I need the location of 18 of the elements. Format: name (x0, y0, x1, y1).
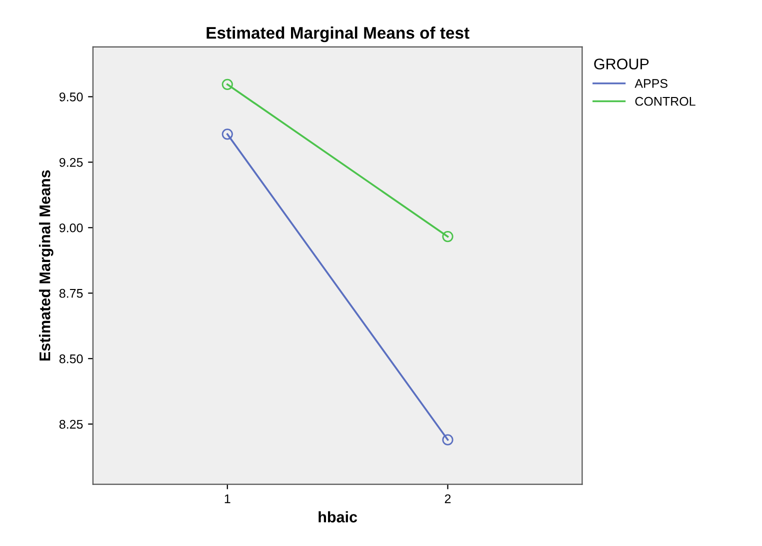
y-tick-label: 8.50 (59, 354, 83, 364)
x-axis-title: hbaic (318, 511, 358, 522)
y-tick-label: 9.00 (60, 223, 83, 232)
y-tick-label: 9.25 (60, 158, 83, 167)
legend-title: GROUP (594, 58, 649, 70)
x-tick-label: 2 (444, 494, 451, 504)
legend-label: CONTROL (635, 96, 696, 106)
legend-label: APPS (634, 79, 668, 88)
chart-title: Estimated Marginal Means of test (206, 26, 470, 42)
y-tick-label: 8.75 (59, 288, 83, 298)
y-tick-label: 9.50 (60, 92, 83, 102)
x-tick-label: 1 (224, 494, 230, 504)
y-tick-label: 8.25 (59, 420, 83, 429)
point (442, 231, 454, 242)
point (442, 434, 454, 446)
point (222, 128, 233, 140)
point (222, 78, 233, 90)
y-axis-title: Estimated Marginal Means (39, 170, 54, 361)
